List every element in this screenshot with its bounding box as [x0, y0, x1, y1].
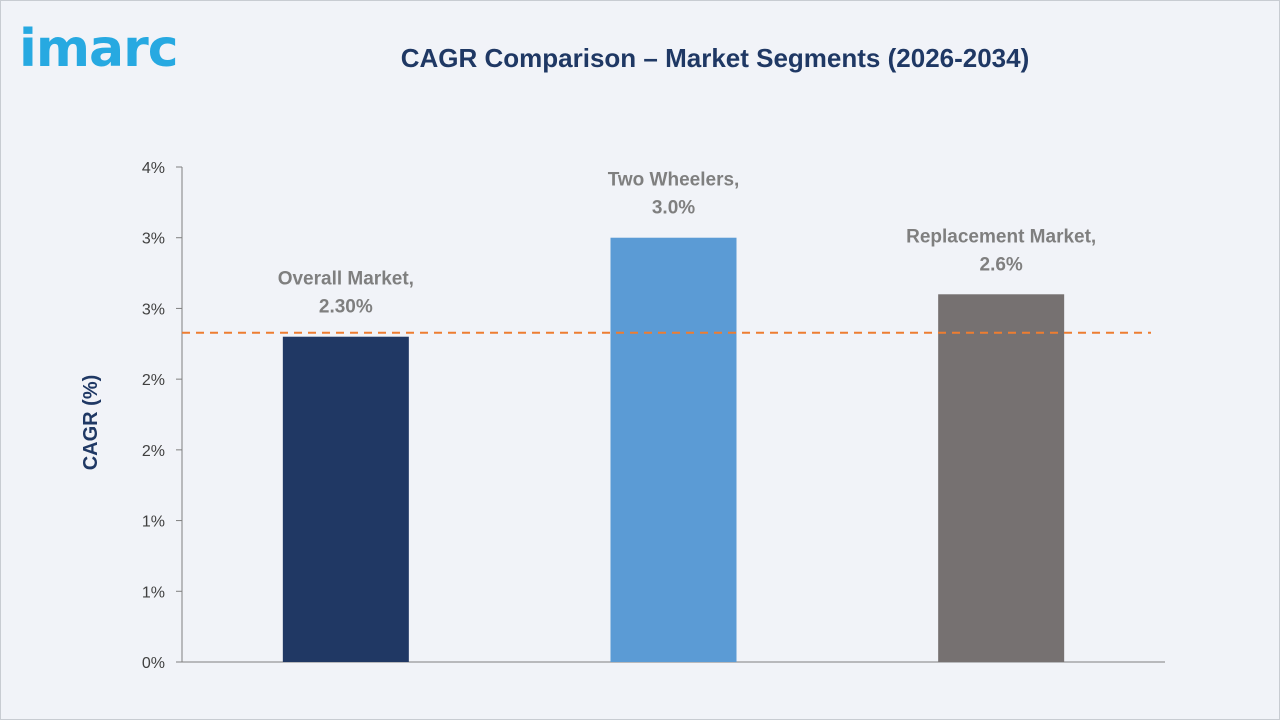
y-tick-label: 1% [142, 584, 165, 601]
y-tick-label: 2% [142, 443, 165, 460]
imarc-logo: imarc [19, 19, 179, 79]
data-label: 3.0% [652, 198, 695, 219]
y-axis-title: CAGR (%) [80, 375, 102, 471]
bar [938, 294, 1065, 662]
data-label: Two Wheelers, [608, 170, 740, 191]
y-tick-label: 1% [142, 514, 165, 531]
data-label: Replacement Market, [906, 226, 1096, 247]
y-tick-label: 3% [142, 231, 165, 248]
bar [610, 237, 737, 662]
y-tick-label: 4% [142, 160, 165, 177]
y-tick-label: 2% [142, 372, 165, 389]
chart-title: CAGR Comparison – Market Segments (2026-… [400, 43, 1030, 73]
y-tick-label: 3% [142, 301, 165, 318]
data-label: 2.6% [980, 254, 1023, 275]
data-label: Overall Market, [278, 269, 414, 290]
bar [282, 336, 409, 662]
data-label: 2.30% [319, 297, 373, 318]
y-tick-label: 0% [142, 655, 165, 672]
